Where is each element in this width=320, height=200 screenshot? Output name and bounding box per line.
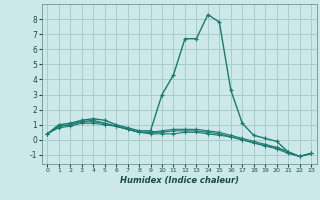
X-axis label: Humidex (Indice chaleur): Humidex (Indice chaleur) xyxy=(120,176,239,185)
